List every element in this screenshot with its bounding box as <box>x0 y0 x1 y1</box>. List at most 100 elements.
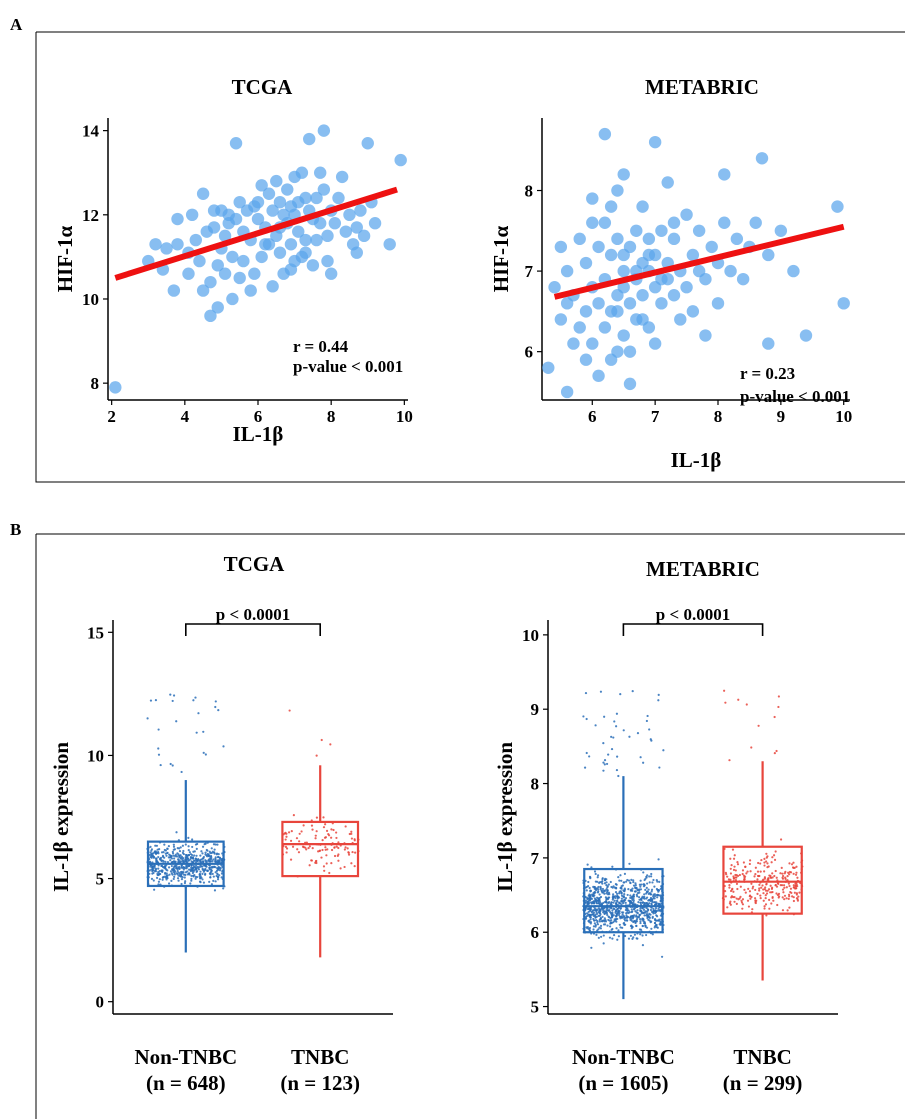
jitter-point <box>146 717 149 720</box>
chart-title: TCGA <box>232 75 294 99</box>
jitter-point <box>644 888 647 891</box>
jitter-point <box>751 887 754 890</box>
scatter-point <box>328 217 342 230</box>
jitter-point <box>209 872 212 875</box>
jitter-point <box>180 864 183 867</box>
jitter-point <box>592 902 596 905</box>
scatter-point <box>204 309 217 323</box>
jitter-point <box>321 838 324 842</box>
jitter-point <box>596 876 599 879</box>
jitter-point <box>646 908 650 911</box>
jitter-point <box>166 847 169 850</box>
jitter-point <box>645 907 648 910</box>
jitter-point <box>642 871 645 874</box>
scatter-point <box>310 233 323 247</box>
jitter-point <box>784 877 787 881</box>
jitter-point <box>192 850 195 853</box>
jitter-point <box>763 907 766 910</box>
jitter-point <box>762 899 765 902</box>
jitter-point <box>616 897 619 900</box>
y-tick-label: 8 <box>91 374 100 393</box>
jitter-point <box>204 864 207 868</box>
jitter-point <box>646 910 649 913</box>
scatter-point <box>383 238 396 251</box>
jitter-point <box>639 885 642 888</box>
jitter-point <box>611 909 614 912</box>
jitter-point <box>623 872 627 875</box>
scatter-point <box>237 254 250 268</box>
regression-line <box>553 223 845 300</box>
jitter-point <box>642 885 646 888</box>
jitter-point <box>650 910 654 913</box>
chart-title: METABRIC <box>645 75 759 99</box>
jitter-point <box>179 860 183 863</box>
jitter-point <box>795 897 799 900</box>
jitter-point <box>295 837 299 840</box>
jitter-point <box>347 853 351 856</box>
jitter-point <box>634 910 637 913</box>
jitter-point <box>658 923 661 926</box>
jitter-point <box>180 878 184 881</box>
jitter-point <box>635 937 638 940</box>
jitter-point <box>587 910 590 913</box>
scatter-point <box>244 284 257 297</box>
jitter-point <box>350 830 353 833</box>
jitter-point <box>149 845 152 849</box>
jitter-point <box>787 882 790 885</box>
scatter-point <box>295 166 309 179</box>
jitter-point <box>176 855 179 858</box>
jitter-point <box>188 872 191 875</box>
jitter-point <box>599 927 602 930</box>
jitter-point <box>606 913 609 916</box>
scatter-point <box>204 275 217 289</box>
jitter-point <box>161 865 165 869</box>
jitter-point <box>628 735 631 738</box>
jitter-point <box>656 909 659 912</box>
jitter-point <box>754 888 757 892</box>
jitter-point <box>600 903 604 906</box>
jitter-point <box>601 915 604 919</box>
jitter-point <box>728 759 731 762</box>
jitter-point <box>634 903 637 906</box>
jitter-point <box>595 933 598 936</box>
jitter-point <box>165 854 168 857</box>
jitter-point <box>626 911 629 914</box>
jitter-point <box>788 870 791 874</box>
jitter-point <box>649 738 652 741</box>
jitter-point <box>596 874 600 877</box>
jitter-point <box>626 893 629 897</box>
significance-label: p < 0.0001 <box>656 605 730 624</box>
jitter-point <box>594 891 597 894</box>
jitter-point <box>218 860 221 863</box>
jitter-point <box>215 853 218 856</box>
jitter-point <box>796 885 799 888</box>
jitter-point <box>344 846 347 849</box>
jitter-point <box>794 873 798 876</box>
scatter-point <box>196 187 210 200</box>
jitter-point <box>195 870 198 874</box>
jitter-point <box>348 832 351 836</box>
jitter-point <box>731 848 735 851</box>
jitter-point <box>284 845 288 848</box>
jitter-point <box>650 890 653 893</box>
jitter-point <box>734 869 737 872</box>
jitter-point <box>327 832 330 836</box>
y-tick-label: 8 <box>531 775 540 794</box>
jitter-point <box>167 882 171 885</box>
jitter-point <box>604 889 607 892</box>
jitter-point <box>770 902 773 905</box>
jitter-point <box>776 893 779 897</box>
jitter-point <box>649 893 652 896</box>
jitter-point <box>208 880 211 883</box>
jitter-point <box>741 898 745 901</box>
jitter-point <box>736 861 739 864</box>
jitter-point <box>619 917 622 920</box>
regression-line <box>114 186 398 281</box>
jitter-point <box>639 879 642 882</box>
scatter-point <box>573 232 586 246</box>
jitter-point <box>218 869 222 872</box>
jitter-point <box>214 705 217 709</box>
jitter-point <box>660 955 664 958</box>
jitter-point <box>178 847 181 850</box>
jitter-point <box>781 876 784 879</box>
